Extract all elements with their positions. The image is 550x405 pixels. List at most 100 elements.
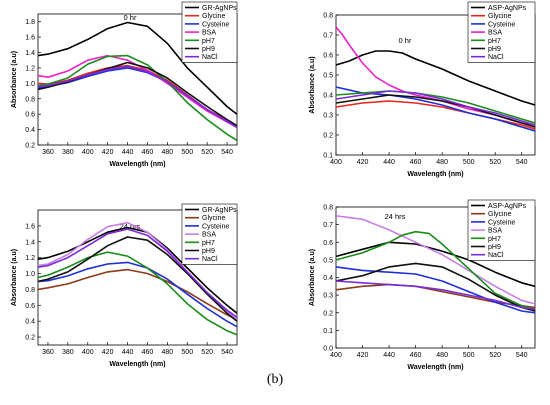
x-tick-label: 460 [142, 349, 154, 356]
legend-label: pH9 [488, 46, 501, 53]
x-tick-label: 360 [42, 149, 54, 156]
legend-label: GR-AgNPs [202, 5, 237, 12]
x-tick-label: 500 [463, 352, 475, 359]
y-tick-label: 1.0 [25, 81, 35, 88]
chart-title: 0 hr [399, 36, 412, 45]
x-tick-label: 480 [162, 349, 174, 356]
series-group [336, 215, 535, 314]
legend-label: pH9 [202, 248, 215, 255]
x-axis-label: Wavelength (nm) [407, 171, 463, 178]
y-tick-label: 1.2 [25, 255, 35, 262]
legend-label: Cysteine [202, 21, 229, 28]
series-line-glycine [38, 268, 237, 321]
x-tick-label: 540 [221, 149, 233, 156]
y-tick-label: 1.2 [25, 65, 35, 72]
legend-label: Glycine [202, 13, 225, 20]
y-tick-label: 0.1 [323, 328, 333, 335]
plot-frame [37, 13, 238, 146]
series-line-cysteine [38, 261, 237, 328]
legend-label: ASP-AgNPs [488, 5, 527, 12]
legend-label: BSA [488, 30, 502, 37]
legend-label: pH9 [488, 244, 501, 251]
x-tick-label: 400 [330, 159, 342, 166]
y-tick-label: 0.2 [323, 310, 333, 317]
chart-title: 24 hrs [120, 222, 141, 231]
chart-panel-4: 400 420 440 460 480 500 520 540 0.0 0.1 0.2 0.3 0.4 0… [309, 199, 536, 371]
y-tick-label: 1.0 [25, 271, 35, 278]
series-line-gr-agnps [38, 21, 237, 115]
y-tick-label: 0.8 [25, 96, 35, 103]
legend-label: NaCl [488, 54, 504, 61]
series-line-ph9 [38, 236, 237, 322]
x-tick-label: 380 [62, 349, 74, 356]
legend-label: pH9 [202, 46, 215, 53]
series-group [336, 26, 535, 132]
legend-label: pH7 [488, 236, 501, 243]
y-axis-label: Absorbance (a.u) [11, 51, 18, 108]
chart-panel-1: 360 380 400 420 440 460 480 500 520 540 0.2 0.4 0.6 0… [11, 1, 238, 168]
y-tick-label: 0.4 [25, 127, 35, 134]
x-tick-label: 520 [489, 352, 501, 359]
x-tick-label: 380 [62, 149, 74, 156]
y-tick-label: 1.8 [25, 19, 35, 26]
chart-title: 24 hrs [385, 212, 406, 221]
series-line-ph9 [38, 61, 237, 127]
y-axis-label: Absorbance (a.u) [309, 249, 316, 306]
x-tick-label: 420 [102, 149, 114, 156]
y-axis-label: Absorbance (a.u) [309, 56, 316, 113]
x-tick-label: 540 [516, 352, 528, 359]
x-tick-label: 540 [516, 159, 528, 166]
series-line-ph7 [38, 54, 237, 142]
x-tick-label: 360 [42, 349, 54, 356]
chart-title: 0 hr [124, 13, 137, 22]
plot-frame [335, 14, 536, 156]
legend-label: Cysteine [202, 223, 229, 230]
x-tick-label: 480 [436, 159, 448, 166]
x-tick-label: 440 [383, 352, 395, 359]
x-tick-label: 520 [201, 149, 213, 156]
legend-label: Glycine [488, 13, 511, 20]
y-tick-label: 0.6 [323, 240, 333, 247]
series-line-ph7 [336, 230, 535, 310]
x-tick-label: 440 [383, 159, 395, 166]
x-tick-label: 420 [357, 352, 369, 359]
legend-label: Cysteine [488, 219, 515, 226]
x-tick-label: 500 [463, 159, 475, 166]
x-tick-label: 520 [201, 349, 213, 356]
x-tick-label: 460 [410, 352, 422, 359]
series-line-cysteine [336, 86, 535, 132]
series-line-nacl [336, 280, 535, 310]
series-line-nacl [336, 90, 535, 126]
series-line-ph9 [336, 262, 535, 312]
y-tick-label: 0.4 [323, 275, 333, 282]
x-tick-label: 500 [181, 149, 193, 156]
x-axis-label: Wavelength (nm) [109, 161, 165, 168]
series-line-cysteine [336, 266, 535, 314]
x-tick-label: 480 [162, 149, 174, 156]
x-tick-label: 520 [489, 159, 501, 166]
series-group [38, 221, 237, 336]
series-line-glycine [336, 100, 535, 130]
y-tick-label: 1.4 [25, 50, 35, 57]
x-tick-label: 420 [357, 159, 369, 166]
y-tick-label: 1.6 [25, 223, 35, 230]
y-tick-label: 0.8 [323, 13, 333, 20]
series-line-bsa [38, 54, 237, 129]
series-line-nacl [38, 228, 237, 318]
y-tick-label: 0.6 [323, 53, 333, 60]
legend-label: Glycine [202, 215, 225, 222]
y-tick-label: 1.6 [25, 35, 35, 42]
y-tick-label: 0.1 [323, 153, 333, 160]
y-tick-label: 0.8 [323, 205, 333, 212]
series-line-ph7 [38, 251, 237, 336]
series-line-ph7 [336, 90, 535, 124]
legend-label: pH7 [202, 38, 215, 45]
y-tick-label: 0.2 [25, 335, 35, 342]
legend-box [467, 199, 536, 261]
figure-panel-label: (b) [266, 372, 284, 387]
series-line-asp-agnps [336, 50, 535, 106]
series-line-ph9 [336, 94, 535, 128]
